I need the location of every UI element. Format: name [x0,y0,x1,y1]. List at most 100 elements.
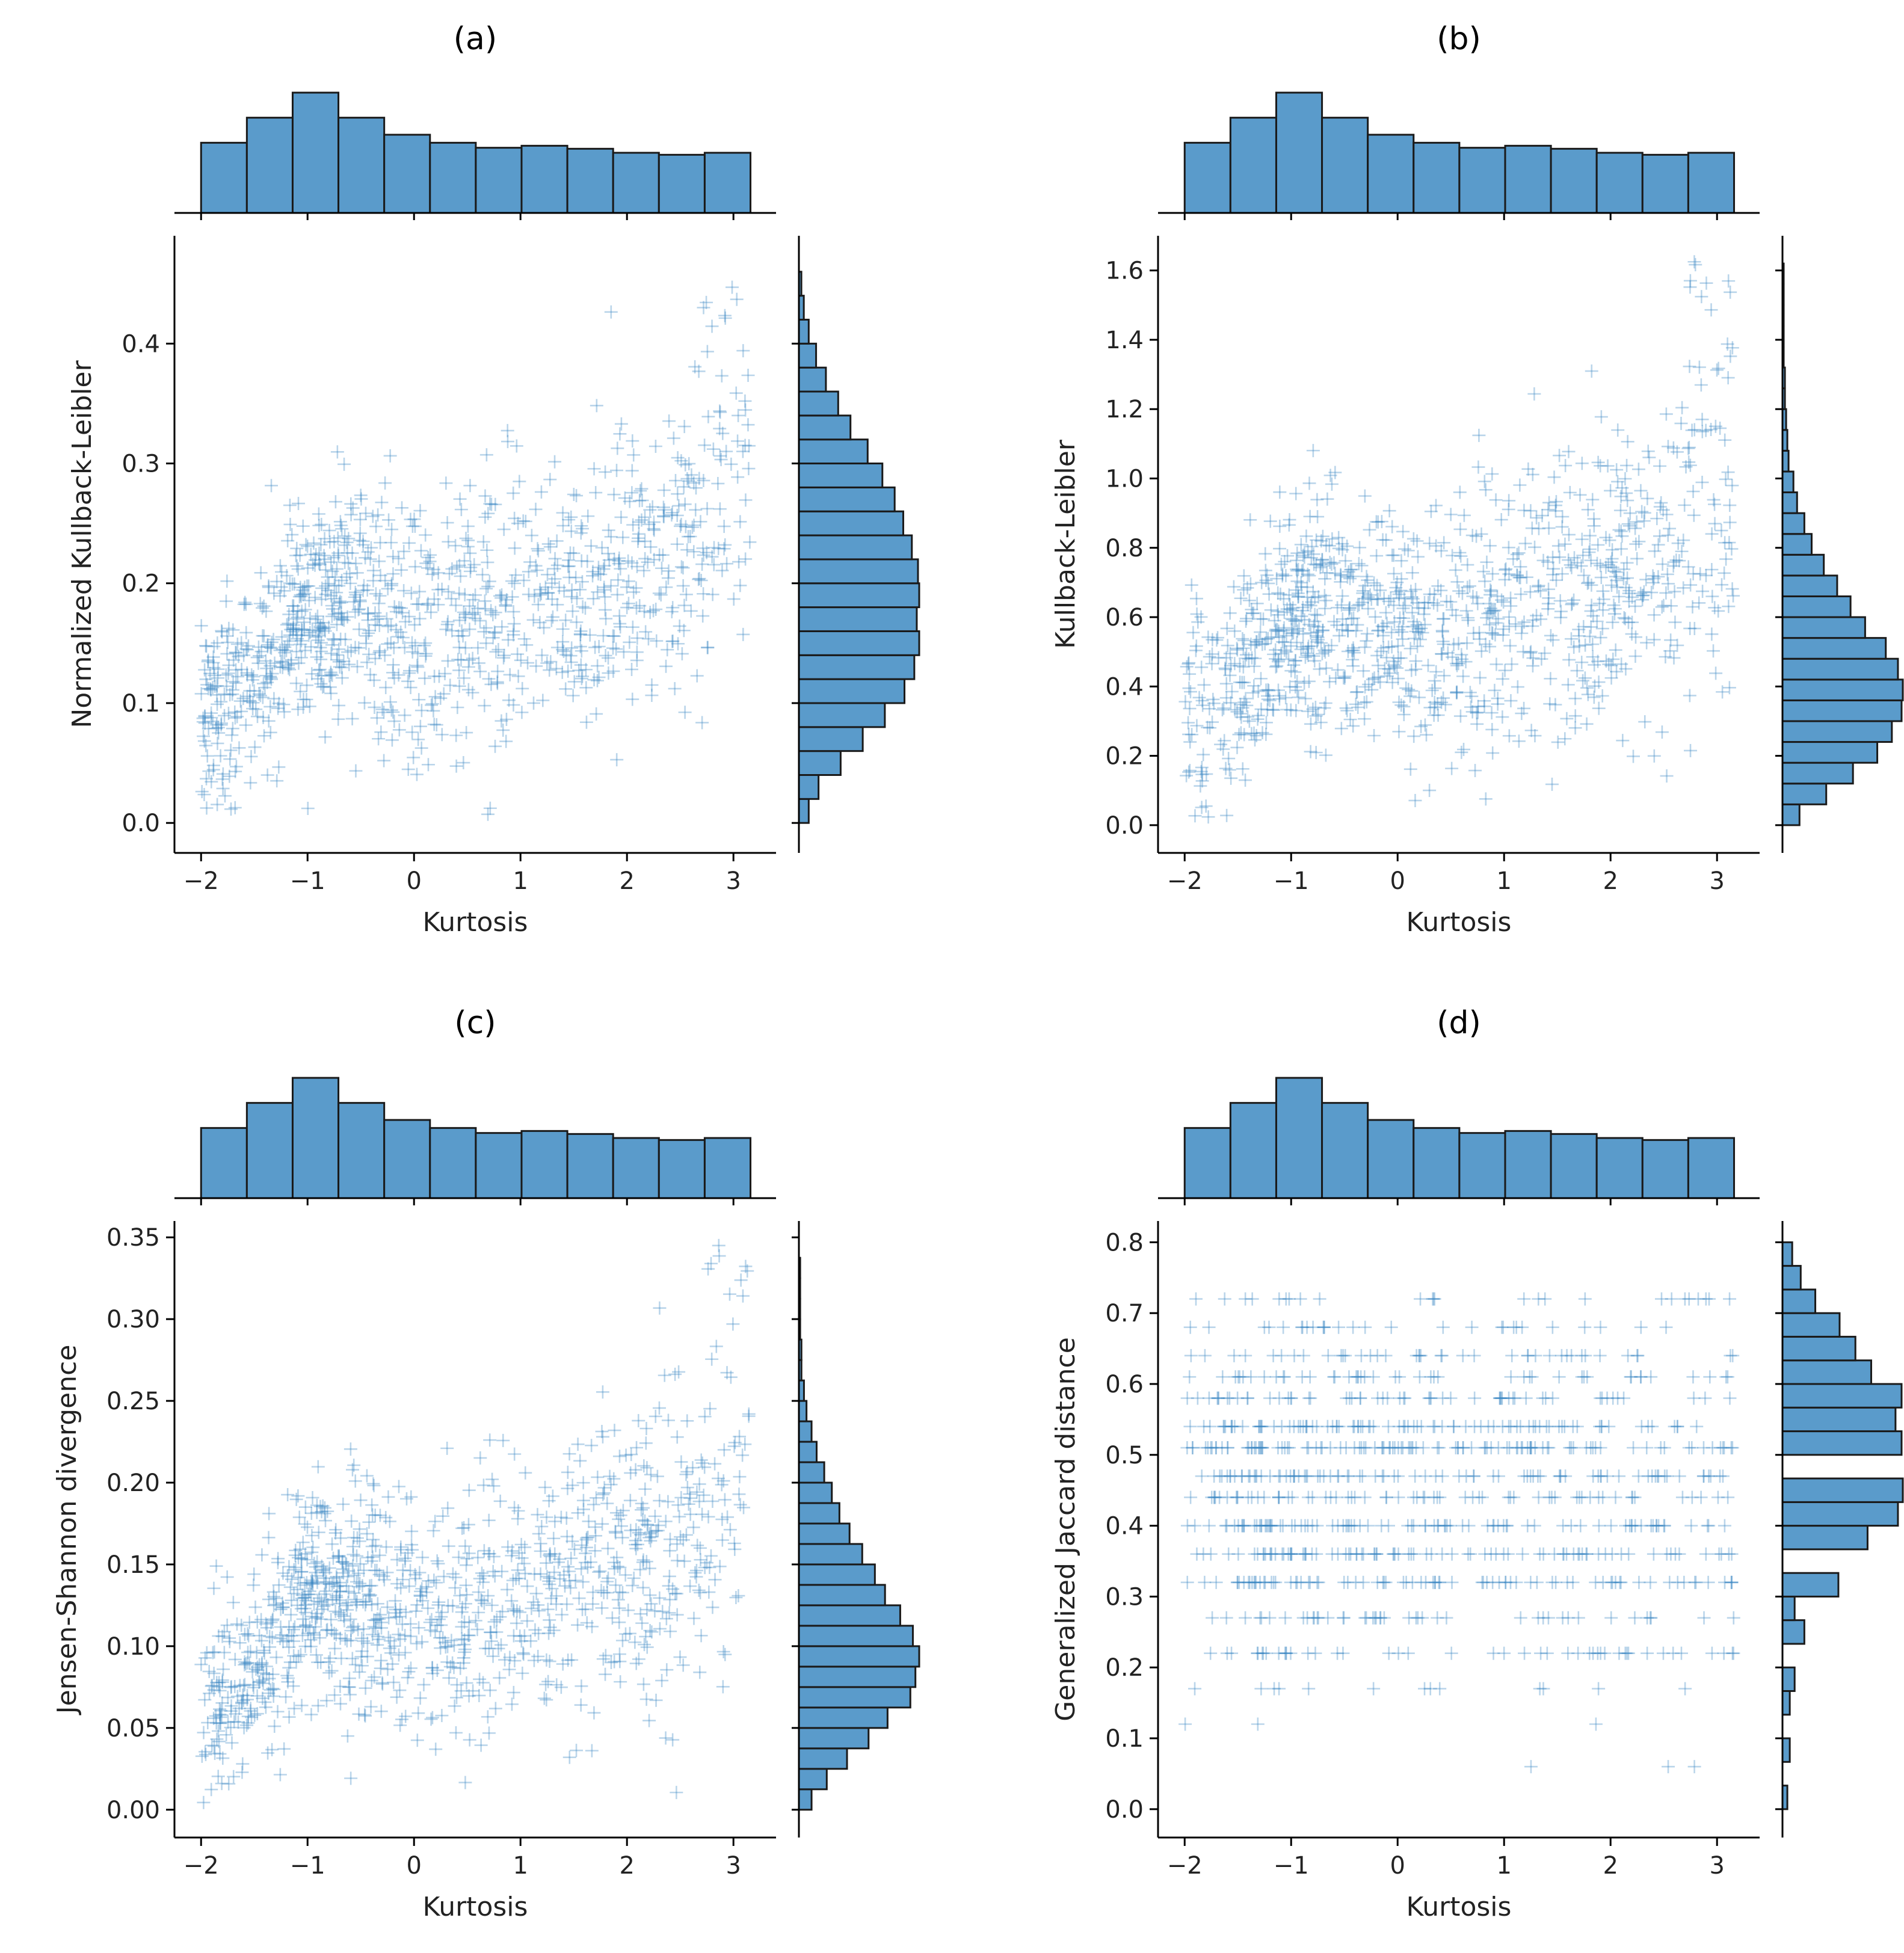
scatter-point [638,552,652,565]
scatter-point [1502,541,1515,555]
scatter-point [270,1650,283,1664]
scatter-point [463,623,476,636]
scatter-point [244,1644,257,1658]
scatter-point [1628,1490,1642,1504]
scatter-point [466,607,479,621]
y-marginal-bar [798,582,920,609]
scatter-point [525,529,538,543]
scatter-point [571,1506,585,1520]
scatter-point [476,568,490,582]
panel-a: (a)−2 −1 0 1 2 30.00.10.20.30.4KurtosisNormal… [67,21,920,938]
scatter-point [729,1591,743,1605]
scatter-point [301,540,315,553]
scatter-point [349,764,363,778]
scatter-point [657,484,671,497]
scatter-point [1446,603,1459,617]
scatter-point [733,515,747,529]
scatter-point [337,457,351,471]
scatter-point [443,678,457,692]
x-marginal-bar [1687,152,1736,214]
scatter-point [1671,1419,1684,1433]
scatter-point [1343,713,1357,727]
scatter-point [383,449,397,463]
scatter-point [442,1539,455,1553]
scatter-point [738,394,752,408]
y-marginal-bar [798,1747,848,1770]
scatter-point [539,1678,553,1691]
scatter-point [473,1572,487,1585]
scatter-point [570,489,584,503]
scatter-point [1641,491,1654,505]
scatter-point [626,434,639,448]
x-marginal-bar [291,1077,340,1199]
scatter-point [596,1385,609,1399]
scatter-point [733,1498,747,1512]
scatter-point [1574,1519,1588,1533]
scatter-point [1235,1469,1249,1483]
scatter-point [1358,1611,1372,1625]
scatter-point [639,1421,653,1435]
scatter-point [505,1697,519,1711]
scatter-point [197,787,211,801]
scatter-point [1690,1419,1704,1433]
scatter-point [532,1604,546,1617]
scatter-point [363,668,377,681]
scatter-point [1632,535,1646,549]
scatter-point [1710,363,1724,377]
scatter-point [633,599,647,613]
scatter-point [262,714,276,728]
scatter-point [575,554,588,568]
scatter-point [1647,608,1661,622]
scatter-point [1327,1370,1341,1384]
scatter-point [1227,1349,1241,1362]
y-tick-label: 0.10 [106,1633,160,1661]
scatter-point [1595,622,1609,636]
scatter-point [294,651,308,665]
scatter-point [381,637,395,651]
scatter-point [1370,549,1384,563]
scatter-point [1319,661,1333,675]
scatter-point [411,597,425,611]
scatter-point [1282,1292,1296,1306]
scatter-point [1477,475,1491,488]
scatter-point [476,1676,490,1690]
scatter-point [706,442,720,456]
scatter-point [312,546,326,560]
scatter-point [414,741,428,755]
scatter-points [194,280,757,821]
scatter-point [1538,647,1551,660]
scatter-point [547,1531,561,1545]
scatter-point [318,622,331,636]
scatter-point [424,605,438,619]
scatter-point [263,669,277,683]
scatter-point [273,1768,287,1782]
scatter-point [199,1747,212,1761]
scatter-point [332,579,346,592]
scatter-point [1358,641,1372,654]
x-tick-label: 3 [726,867,741,895]
scatter-point [1188,809,1202,823]
scatter-point [412,693,426,707]
scatter-point [587,1706,601,1720]
scatter-point [676,579,690,592]
scatter-point [408,519,422,533]
scatter-point [1589,1717,1603,1731]
scatter-point [520,1579,534,1593]
scatter-point [322,577,336,591]
scatter-point [1505,657,1518,671]
scatter-point [301,801,315,815]
scatter-point [520,1614,534,1628]
scatter-point [1513,478,1527,492]
y-marginal-bar [798,1665,917,1688]
scatter-point [325,1537,339,1551]
scatter-point [602,553,616,567]
scatter-point [1704,303,1718,317]
scatter-point [1206,1611,1219,1625]
scatter-point [1593,1349,1607,1362]
scatter-point [499,712,513,726]
scatter-point [496,1433,510,1447]
scatter-point [1403,642,1417,656]
scatter-point [1367,1682,1381,1696]
scatter-point [547,562,561,576]
scatter-point [437,1570,451,1584]
